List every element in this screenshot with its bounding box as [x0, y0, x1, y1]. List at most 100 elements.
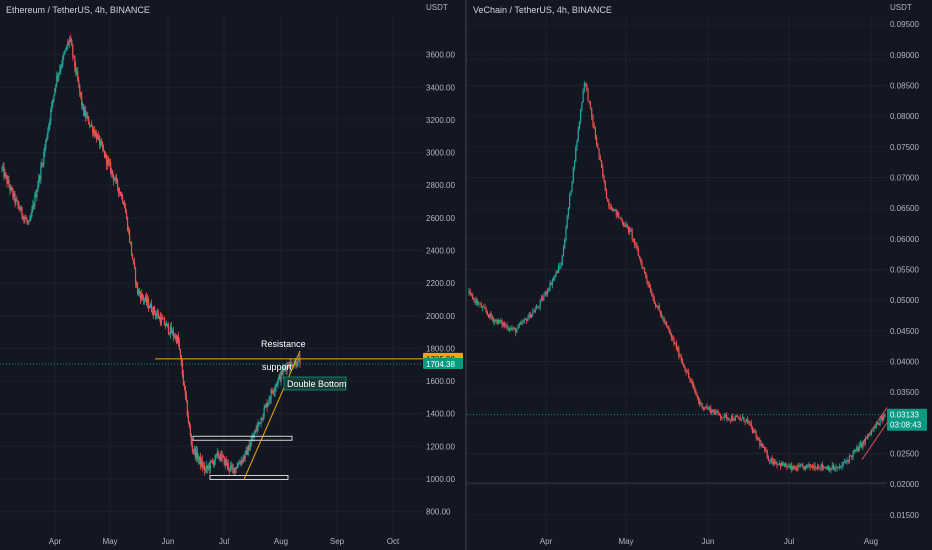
candle-body: [275, 384, 277, 388]
candle-body: [241, 460, 243, 462]
countdown-label-text: 03:08:43: [890, 421, 922, 430]
candle-body: [868, 434, 870, 436]
candle-body: [57, 75, 59, 77]
candle-body: [118, 187, 120, 193]
candle-body: [191, 444, 193, 450]
candle-body: [819, 468, 821, 470]
candle-body: [635, 244, 637, 246]
support-annotation: support: [262, 362, 293, 372]
candle-body: [674, 343, 676, 345]
price-label-text: 0.03133: [890, 411, 919, 420]
price-label-box: [887, 408, 927, 431]
candle-body: [96, 132, 98, 140]
candle-body: [692, 383, 695, 387]
candle-body: [505, 325, 507, 327]
candle-body: [707, 408, 709, 409]
pattern-annotation-box: [283, 376, 347, 391]
candle-body: [189, 426, 191, 436]
candle-body: [550, 282, 552, 285]
vet-chart-pane[interactable]: VeChain / TetherUS, 4h, BINANCE USDT 0.01…: [467, 0, 932, 550]
candle-body: [69, 37, 71, 43]
candle-body: [68, 42, 70, 44]
candle-body: [271, 390, 273, 393]
candle-body: [10, 187, 12, 191]
candle-body: [713, 412, 716, 415]
candle-body: [847, 460, 849, 462]
candle-body: [8, 179, 10, 186]
candle-body: [37, 185, 39, 191]
y-tick-label: 0.04000: [890, 358, 919, 367]
candle-body: [279, 374, 281, 381]
candle-body: [705, 406, 707, 408]
candle-body: [627, 226, 630, 232]
y-tick-label: 3200.00: [426, 116, 455, 125]
candle-body: [183, 384, 185, 386]
candle-body: [296, 366, 298, 367]
candle-body: [631, 231, 633, 239]
candle-body: [497, 319, 500, 324]
candle-body: [266, 403, 268, 407]
vet-chart-svg[interactable]: USDT0.015000.020000.025000.030000.035000…: [467, 0, 932, 550]
candle-body: [50, 109, 52, 121]
price-axis-bg: [887, 0, 932, 550]
candle-body: [856, 447, 858, 451]
candle-body: [842, 462, 844, 465]
candle-body: [689, 377, 691, 381]
candle-body: [526, 318, 528, 322]
candle-body: [227, 462, 229, 469]
candle-body: [49, 120, 51, 125]
y-tick-label: 2400.00: [426, 247, 455, 256]
candle-body: [22, 215, 24, 220]
candle-body: [734, 416, 736, 421]
candle-body: [704, 407, 706, 409]
candle-body: [517, 325, 519, 330]
candle-body: [106, 154, 108, 165]
candle-body: [93, 130, 95, 133]
y-tick-label: 2800.00: [426, 181, 455, 190]
candle-body: [162, 318, 165, 320]
candle-body: [73, 55, 75, 57]
candle-body: [510, 328, 512, 330]
y-tick-label: 3600.00: [426, 51, 455, 60]
candle-body: [500, 320, 502, 322]
eth-chart-pane[interactable]: Ethereum / TetherUS, 4h, BINANCE USDT 800…: [0, 0, 465, 550]
candle-body: [110, 162, 112, 173]
candle-body: [274, 387, 276, 392]
candle-body: [884, 414, 886, 417]
candle-body: [564, 239, 566, 249]
candle-body: [60, 67, 62, 70]
candle-body: [88, 116, 90, 125]
candle-body: [853, 450, 855, 453]
candle-body: [256, 426, 258, 432]
candle-body: [178, 342, 181, 350]
y-tick-label: 0.07000: [890, 173, 919, 182]
candle-body: [602, 167, 604, 176]
candle-body: [573, 162, 576, 168]
candle-body: [485, 309, 487, 313]
candle-body: [616, 212, 619, 216]
candle-body: [750, 423, 752, 427]
candle-body: [70, 37, 72, 41]
candle-body: [200, 460, 202, 466]
candle-body: [780, 462, 782, 467]
x-tick-label: May: [618, 537, 633, 546]
candle-body: [203, 465, 205, 471]
candle-body: [217, 452, 219, 457]
x-tick-label: Apr: [540, 537, 553, 546]
candle-body: [838, 466, 841, 468]
candle-body: [65, 47, 67, 52]
candle-body: [835, 467, 837, 470]
candle-body: [42, 163, 44, 165]
eth-chart-svg[interactable]: USDT 800.00 1000.00 1200.00 1400.00 1600.00 18…: [0, 0, 465, 550]
candle-body: [551, 280, 554, 285]
candle-body: [295, 361, 297, 367]
pane-divider[interactable]: [465, 0, 467, 550]
candle-body: [537, 306, 539, 308]
candle-body: [519, 322, 522, 325]
candle-body: [188, 422, 190, 427]
candle-body: [843, 461, 846, 463]
candle-body: [14, 193, 16, 203]
candle-body: [103, 148, 105, 151]
candle-body: [92, 125, 94, 133]
candle-body: [781, 462, 783, 467]
